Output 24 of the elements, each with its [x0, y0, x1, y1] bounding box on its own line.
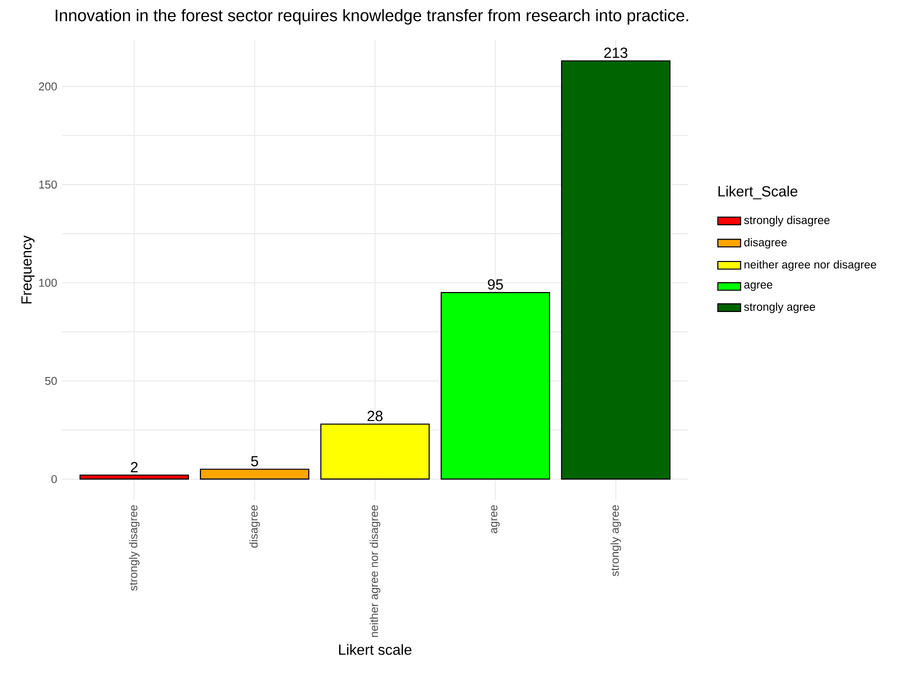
y-tick-label: 200	[38, 82, 57, 90]
x-axis-title: Likert scale	[339, 644, 412, 655]
data-label: 28	[368, 410, 383, 422]
legend-label: disagree	[744, 238, 787, 249]
x-tick-label: strongly disagree	[128, 505, 140, 591]
data-label: 95	[488, 279, 503, 290]
y-tick-label: 0	[51, 475, 57, 484]
x-tick-label: disagree	[249, 505, 260, 548]
y-tick-label: 150	[39, 180, 57, 189]
y-tick-label: 100	[39, 278, 57, 287]
legend-title: Likert_Scale	[718, 186, 798, 200]
legend-label: neither agree nor disagree	[744, 260, 876, 271]
x-tick-label: strongly agree	[610, 505, 622, 576]
legend-label: strongly agree	[744, 302, 816, 314]
y-axis-title: Frequency	[21, 235, 35, 304]
data-label: 5	[251, 456, 258, 466]
data-label: 213	[604, 48, 628, 58]
x-tick-label: agree	[491, 505, 500, 534]
chart-title: Innovation in the forest sector requires knowledge transfer from research into practice.	[56, 9, 688, 25]
x-tick-label: neither agree nor disagree	[370, 505, 380, 637]
legend-label: agree	[744, 282, 772, 291]
legend-label: strongly disagree	[744, 216, 830, 226]
y-tick-label: 50	[45, 376, 57, 385]
data-label: 2	[130, 462, 138, 472]
